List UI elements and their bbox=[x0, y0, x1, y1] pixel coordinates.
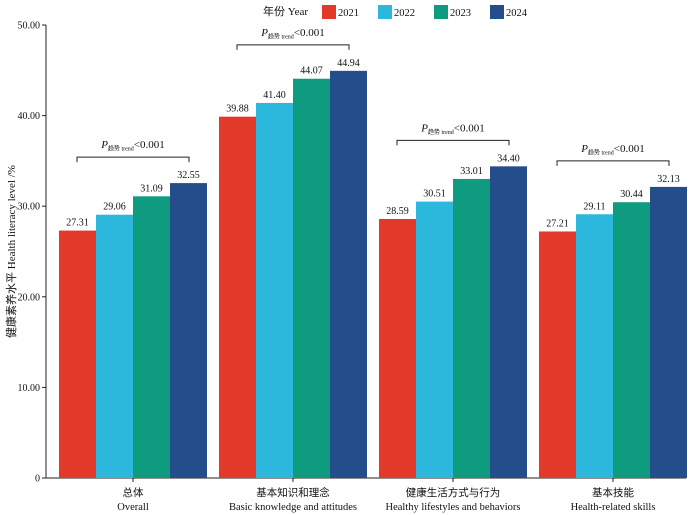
legend-swatch-2021 bbox=[322, 5, 336, 19]
bar-value-label: 34.40 bbox=[497, 153, 520, 164]
bar-value-label: 32.55 bbox=[177, 170, 200, 181]
bar-2024 bbox=[330, 70, 367, 478]
x-tick-label-zh: 基本知识和理念 bbox=[256, 486, 330, 499]
trend-annotation: P趋势 trend<0.001 bbox=[396, 122, 510, 146]
bar-2024 bbox=[650, 186, 687, 478]
bar-value-label: 30.44 bbox=[620, 189, 643, 200]
bar-value-label: 30.51 bbox=[423, 189, 446, 200]
legend-label: 2024 bbox=[506, 8, 528, 19]
bar-value-label: 29.06 bbox=[103, 202, 126, 213]
bar-2022 bbox=[416, 201, 453, 478]
legend-label: 2022 bbox=[394, 8, 415, 19]
trend-bracket bbox=[396, 139, 510, 146]
legend-label: 2021 bbox=[338, 8, 359, 19]
x-tick-label-en: Overall bbox=[117, 502, 149, 513]
x-tick-label-zh: 总体 bbox=[123, 486, 144, 499]
y-tick-label: 50.00 bbox=[18, 21, 41, 32]
bar-2023 bbox=[133, 196, 170, 479]
trend-bracket bbox=[556, 160, 670, 166]
legend-label: 2023 bbox=[450, 8, 471, 19]
bar-2022 bbox=[256, 102, 293, 478]
legend-swatch-2023 bbox=[434, 5, 448, 19]
x-tick-label-en: Healthy lifestyles and behaviors bbox=[385, 502, 520, 513]
x-tick-label-zh: 健康生活方式与行为 bbox=[406, 486, 501, 499]
trend-annotation: P趋势 trend<0.001 bbox=[556, 143, 670, 166]
y-axis: 0 10.00 20.00 30.00 40.00 50.00 健康素养水平 Health … bbox=[4, 21, 47, 485]
trend-label: P趋势 trend<0.001 bbox=[100, 139, 165, 153]
bar-value-label: 41.40 bbox=[263, 90, 286, 101]
legend-swatch-2024 bbox=[490, 5, 504, 19]
bar-2023 bbox=[613, 202, 650, 478]
trend-annotation: P趋势 trend<0.001 bbox=[76, 139, 190, 163]
bar-value-label: 33.01 bbox=[460, 166, 483, 177]
x-axis: 总体 Overall 基本知识和理念 Basic knowledge and atti… bbox=[46, 477, 686, 513]
bar-value-label: 29.11 bbox=[583, 201, 605, 212]
trend-bracket bbox=[76, 156, 190, 163]
trend-label: P趋势 trend<0.001 bbox=[420, 122, 485, 136]
bar-value-label: 27.31 bbox=[66, 218, 89, 229]
bar-value-label: 28.59 bbox=[386, 206, 409, 217]
bar-2023 bbox=[293, 78, 330, 478]
y-tick-label: 0 bbox=[35, 474, 40, 485]
x-tick-label-en: Basic knowledge and attitudes bbox=[229, 502, 357, 513]
bar-value-label: 44.94 bbox=[337, 58, 360, 69]
bar-value-label: 44.07 bbox=[300, 66, 323, 77]
bar-value-label: 27.21 bbox=[546, 218, 569, 229]
trend-label: P趋势 trend<0.001 bbox=[260, 27, 325, 41]
trend-label: P趋势 trend<0.001 bbox=[580, 143, 645, 157]
trend-annotations: P趋势 trend<0.001 P趋势 trend<0.001 P趋势 trend<… bbox=[76, 27, 670, 166]
bar-value-label: 39.88 bbox=[226, 104, 249, 115]
y-tick-label: 10.00 bbox=[18, 383, 41, 394]
bar-2021 bbox=[539, 231, 576, 478]
bar-2024 bbox=[490, 166, 527, 478]
bar-2022 bbox=[576, 214, 613, 478]
bar-2021 bbox=[219, 116, 256, 479]
bar-2024 bbox=[170, 183, 207, 479]
bar-value-label: 31.09 bbox=[140, 183, 163, 194]
bar-2021 bbox=[59, 230, 96, 478]
bar-value-label: 32.13 bbox=[657, 174, 680, 185]
trend-annotation: P趋势 trend<0.001 bbox=[236, 27, 350, 50]
y-tick-label: 30.00 bbox=[18, 202, 41, 213]
bar-2021 bbox=[379, 218, 416, 478]
y-axis-label: 健康素养水平 Health literacy level /% bbox=[4, 165, 18, 338]
x-tick-label-zh: 基本技能 bbox=[592, 486, 634, 499]
bar-2022 bbox=[96, 214, 133, 478]
legend-swatch-2022 bbox=[378, 5, 392, 19]
legend: 年份 Year 2021 2022 2023 2024 bbox=[263, 4, 528, 19]
bars: 27.31 29.06 31.09 32.55 39.88 41.40 44.07 44.94… bbox=[59, 58, 687, 479]
trend-bracket bbox=[236, 44, 350, 50]
legend-title: 年份 Year bbox=[263, 4, 308, 18]
bar-2023 bbox=[453, 178, 490, 479]
y-tick-label: 20.00 bbox=[18, 292, 41, 303]
x-tick-label-en: Health-related skills bbox=[571, 502, 656, 513]
y-tick-label: 40.00 bbox=[18, 111, 41, 122]
